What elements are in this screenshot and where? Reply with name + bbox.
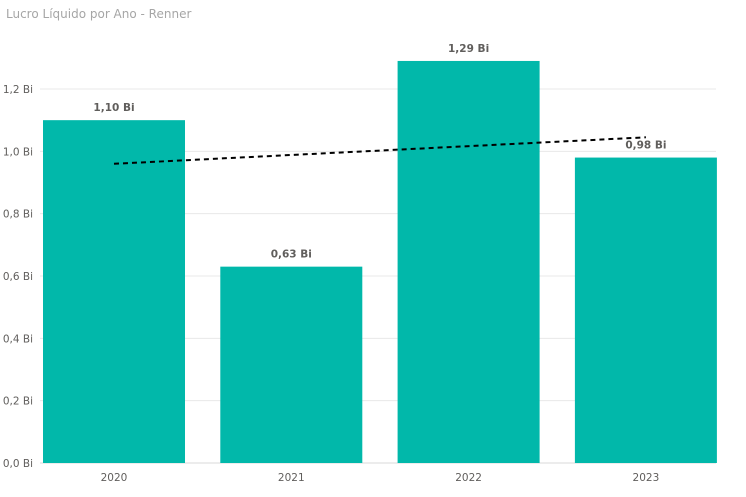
data-label: 0,98 Bi xyxy=(625,140,666,152)
trend-line-group xyxy=(113,136,646,165)
chart-title: Lucro Líquido por Ano - Renner xyxy=(6,7,192,21)
trend-line xyxy=(113,136,646,165)
bars xyxy=(43,60,717,464)
data-labels: 1,10 Bi 0,63 Bi 1,29 Bi 0,98 Bi xyxy=(93,43,666,261)
y-axis-ticks: 0,0 Bi 0,2 Bi 0,4 Bi 0,6 Bi 0,8 Bi 1,0 Bi 1,2 … xyxy=(3,84,33,470)
bar-2021[interactable] xyxy=(220,266,363,463)
y-tick-label: 0,0 Bi xyxy=(3,458,33,470)
y-tick-label: 1,2 Bi xyxy=(3,84,33,96)
x-tick-label: 2021 xyxy=(278,472,305,484)
y-tick-label: 1,0 Bi xyxy=(3,146,33,158)
data-label: 0,63 Bi xyxy=(271,249,312,261)
y-tick-label: 0,4 Bi xyxy=(3,333,33,345)
y-tick-label: 0,2 Bi xyxy=(3,396,33,408)
data-label: 1,10 Bi xyxy=(93,102,134,114)
x-tick-label: 2020 xyxy=(101,472,128,484)
y-tick-label: 0,6 Bi xyxy=(3,271,33,283)
bar-2022[interactable] xyxy=(397,60,540,463)
data-label: 1,29 Bi xyxy=(448,43,489,55)
x-axis-ticks: 2020 2021 2022 2023 xyxy=(101,472,660,484)
x-tick-label: 2022 xyxy=(455,472,482,484)
y-tick-label: 0,8 Bi xyxy=(3,209,33,221)
bar-2023[interactable] xyxy=(574,157,717,464)
x-tick-label: 2023 xyxy=(633,472,660,484)
bar-2020[interactable] xyxy=(43,120,185,464)
